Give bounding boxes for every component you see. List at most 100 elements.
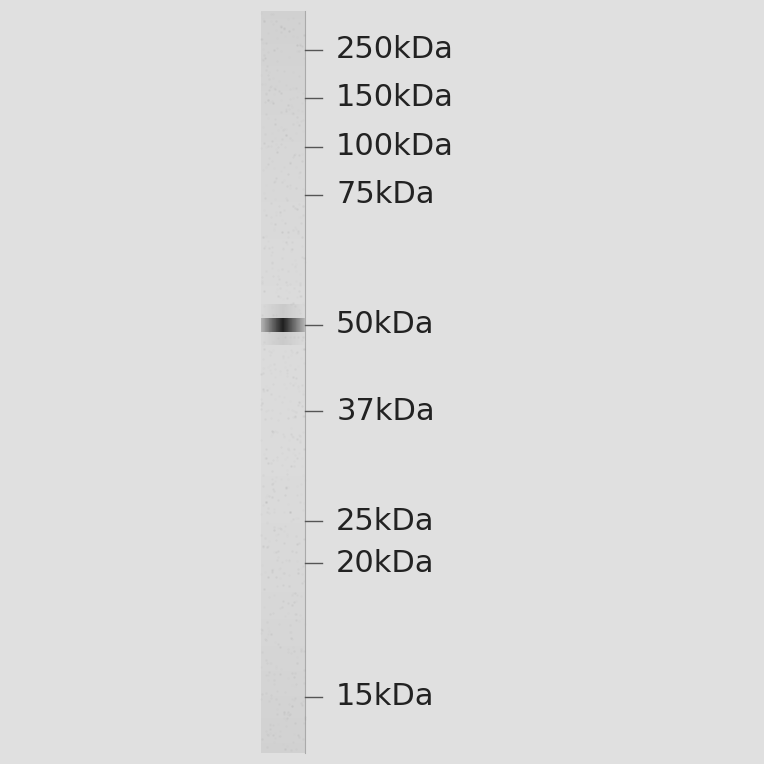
Bar	[261, 120, 305, 122]
Bar	[261, 400, 305, 402]
Bar	[261, 406, 305, 410]
Bar	[261, 590, 305, 592]
Bar	[261, 155, 305, 157]
Bar	[261, 634, 305, 636]
Bar	[261, 402, 305, 404]
Bar	[261, 538, 305, 540]
Bar	[261, 454, 305, 456]
Bar	[261, 19, 305, 21]
Bar	[261, 182, 305, 184]
Bar	[261, 636, 305, 639]
Bar	[261, 308, 305, 310]
Bar	[261, 177, 305, 180]
Bar	[261, 416, 305, 419]
Bar	[261, 432, 305, 434]
Bar	[261, 436, 305, 439]
Bar	[261, 335, 305, 338]
Bar	[261, 231, 305, 234]
Bar	[261, 498, 305, 500]
Bar	[261, 390, 305, 392]
Bar	[261, 733, 305, 735]
Bar	[261, 286, 305, 288]
Bar	[261, 458, 305, 461]
Bar	[261, 362, 305, 364]
Bar	[261, 540, 305, 542]
Bar	[261, 481, 305, 484]
Bar	[261, 466, 305, 468]
Bar	[261, 508, 305, 510]
Bar	[261, 520, 305, 523]
Bar	[261, 446, 305, 448]
Bar	[261, 140, 305, 142]
Bar	[261, 720, 305, 723]
Bar	[261, 167, 305, 170]
Bar	[261, 81, 305, 83]
Bar	[261, 100, 305, 103]
Bar	[261, 500, 305, 503]
Bar	[261, 683, 305, 686]
Bar	[261, 108, 305, 110]
Bar	[261, 592, 305, 594]
Text: 25kDa: 25kDa	[336, 507, 435, 536]
Bar	[261, 471, 305, 474]
Bar	[261, 293, 305, 296]
Bar	[261, 350, 305, 352]
Bar	[261, 394, 305, 397]
Bar	[261, 322, 305, 325]
Bar	[261, 644, 305, 646]
Bar	[261, 51, 305, 53]
Bar	[261, 548, 305, 550]
Bar	[261, 439, 305, 442]
Text: 50kDa: 50kDa	[336, 310, 435, 339]
Bar	[261, 26, 305, 29]
Bar	[261, 187, 305, 189]
Bar	[261, 629, 305, 632]
Text: 15kDa: 15kDa	[336, 682, 435, 711]
Bar	[261, 671, 305, 674]
Bar	[261, 387, 305, 390]
Bar	[261, 367, 305, 370]
Bar	[261, 426, 305, 429]
Bar	[261, 490, 305, 494]
Bar	[261, 209, 305, 212]
Bar	[261, 602, 305, 604]
Bar	[261, 303, 305, 306]
Bar	[261, 506, 305, 508]
Bar	[261, 244, 305, 246]
Bar	[261, 528, 305, 530]
Bar	[261, 370, 305, 372]
Bar	[261, 34, 305, 36]
Bar	[261, 258, 305, 261]
Bar	[261, 206, 305, 209]
Text: 37kDa: 37kDa	[336, 397, 435, 426]
Bar	[261, 478, 305, 481]
Bar	[261, 545, 305, 548]
Bar	[261, 654, 305, 656]
Bar	[261, 219, 305, 222]
Bar	[261, 745, 305, 748]
Bar	[261, 642, 305, 644]
Bar	[261, 88, 305, 90]
Bar	[261, 565, 305, 567]
Bar	[261, 713, 305, 715]
Bar	[261, 290, 305, 293]
Bar	[261, 484, 305, 486]
Bar	[261, 374, 305, 377]
Bar	[261, 254, 305, 256]
Bar	[261, 410, 305, 412]
Bar	[261, 234, 305, 236]
Bar	[261, 214, 305, 216]
Bar	[261, 698, 305, 701]
Bar	[261, 266, 305, 268]
Bar	[261, 53, 305, 56]
Bar	[261, 238, 305, 241]
Bar	[261, 229, 305, 231]
Bar	[261, 330, 305, 332]
Bar	[261, 318, 305, 320]
Bar	[261, 36, 305, 39]
Bar	[261, 246, 305, 248]
Bar	[261, 597, 305, 600]
Bar	[261, 264, 305, 266]
Bar	[261, 93, 305, 96]
Bar	[261, 661, 305, 664]
